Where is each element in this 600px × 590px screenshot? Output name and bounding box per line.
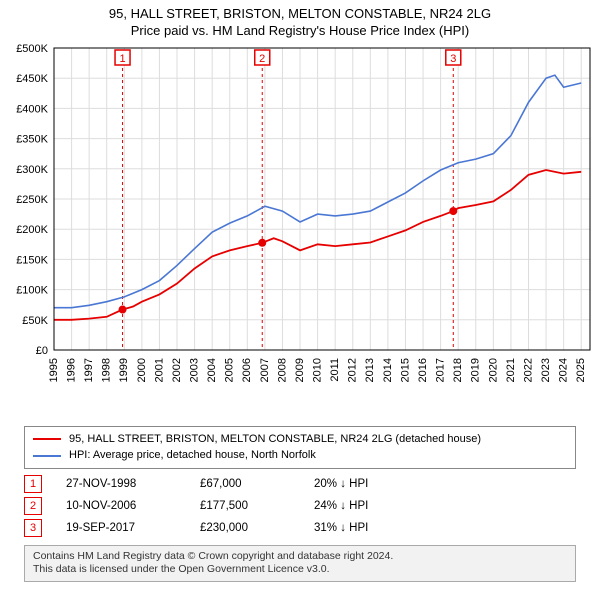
marker-table-badge: 3 (24, 519, 42, 537)
y-tick-label: £100K (16, 284, 48, 296)
x-tick-label: 1995 (48, 358, 60, 382)
x-tick-label: 2006 (241, 358, 253, 382)
x-tick-label: 2013 (364, 358, 376, 382)
y-tick-label: £250K (16, 194, 48, 206)
marker-delta: 31% ↓ HPI (314, 522, 404, 534)
marker-table-row: 1 27-NOV-1998 £67,000 20% ↓ HPI (24, 473, 576, 495)
marker-badge-label-2: 2 (259, 53, 265, 65)
x-tick-label: 2003 (188, 358, 200, 382)
x-tick-label: 2014 (382, 358, 394, 382)
x-tick-label: 2025 (575, 358, 587, 382)
x-tick-label: 1998 (101, 358, 113, 382)
x-tick-label: 2011 (329, 358, 341, 382)
x-tick-label: 1996 (65, 358, 77, 382)
marker-price: £230,000 (200, 522, 290, 534)
chart-area: £0 £50K £100K £150K £200K £250K £300K £350K £400… (0, 40, 600, 420)
y-tick-label: £150K (16, 254, 48, 266)
x-tick-label: 2018 (452, 358, 464, 382)
marker-table: 1 27-NOV-1998 £67,000 20% ↓ HPI 2 10-NOV-2006… (24, 473, 576, 539)
x-tick-label: 2021 (505, 358, 517, 382)
y-tick-label: £50K (22, 315, 48, 327)
legend-swatch (33, 438, 61, 440)
marker-badge-label-1: 1 (119, 53, 125, 65)
footer-line-2: This data is licensed under the Open Gov… (33, 563, 567, 577)
x-tick-label: 2005 (224, 358, 236, 382)
marker-table-row: 3 19-SEP-2017 £230,000 31% ↓ HPI (24, 517, 576, 539)
x-tick-label: 2024 (558, 358, 570, 382)
marker-price: £67,000 (200, 478, 290, 490)
x-tick-label: 2017 (435, 358, 447, 382)
x-tick-label: 2019 (470, 358, 482, 382)
y-tick-label: £300K (16, 164, 48, 176)
x-tick-label: 2015 (399, 358, 411, 382)
x-tick-label: 2012 (347, 358, 359, 382)
marker-dot-3 (449, 207, 457, 215)
x-tick-label: 1999 (118, 358, 130, 382)
x-tick-label: 2007 (259, 358, 271, 382)
y-tick-label: £500K (16, 43, 48, 55)
legend-label: 95, HALL STREET, BRISTON, MELTON CONSTAB… (69, 431, 481, 448)
marker-date: 27-NOV-1998 (66, 478, 176, 490)
x-tick-label: 2010 (312, 358, 324, 382)
x-tick-label: 2008 (276, 358, 288, 382)
footer-box: Contains HM Land Registry data © Crown c… (24, 545, 576, 582)
marker-delta: 20% ↓ HPI (314, 478, 404, 490)
chart-svg: £0 £50K £100K £150K £200K £250K £300K £350K £400… (0, 40, 600, 420)
y-tick-label: £400K (16, 103, 48, 115)
marker-dot-1 (119, 305, 127, 313)
marker-dot-2 (258, 239, 266, 247)
x-tick-label: 2004 (206, 358, 218, 382)
x-tick-label: 2022 (522, 358, 534, 382)
x-tick-label: 1997 (83, 358, 95, 382)
y-tick-label: £450K (16, 73, 48, 85)
x-tick-label: 2023 (540, 358, 552, 382)
marker-table-badge: 2 (24, 497, 42, 515)
chart-title-block: 95, HALL STREET, BRISTON, MELTON CONSTAB… (0, 0, 600, 40)
x-tick-label: 2016 (417, 358, 429, 382)
footer-line-1: Contains HM Land Registry data © Crown c… (33, 550, 567, 564)
y-tick-label: £350K (16, 133, 48, 145)
legend-row: HPI: Average price, detached house, Nort… (33, 447, 567, 464)
marker-table-row: 2 10-NOV-2006 £177,500 24% ↓ HPI (24, 495, 576, 517)
title-line-1: 95, HALL STREET, BRISTON, MELTON CONSTAB… (0, 6, 600, 23)
marker-date: 10-NOV-2006 (66, 500, 176, 512)
marker-badge-label-3: 3 (450, 53, 456, 65)
x-tick-label: 2001 (153, 358, 165, 382)
marker-delta: 24% ↓ HPI (314, 500, 404, 512)
x-tick-label: 2000 (136, 358, 148, 382)
x-tick-label: 2002 (171, 358, 183, 382)
marker-table-badge: 1 (24, 475, 42, 493)
y-tick-label: £200K (16, 224, 48, 236)
legend-label: HPI: Average price, detached house, Nort… (69, 447, 316, 464)
legend-swatch (33, 455, 61, 457)
marker-price: £177,500 (200, 500, 290, 512)
legend-box: 95, HALL STREET, BRISTON, MELTON CONSTAB… (24, 426, 576, 469)
marker-date: 19-SEP-2017 (66, 522, 176, 534)
x-tick-label: 2009 (294, 358, 306, 382)
title-line-2: Price paid vs. HM Land Registry's House … (0, 23, 600, 40)
legend-row: 95, HALL STREET, BRISTON, MELTON CONSTAB… (33, 431, 567, 448)
x-tick-label: 2020 (487, 358, 499, 382)
y-tick-label: £0 (36, 345, 48, 357)
